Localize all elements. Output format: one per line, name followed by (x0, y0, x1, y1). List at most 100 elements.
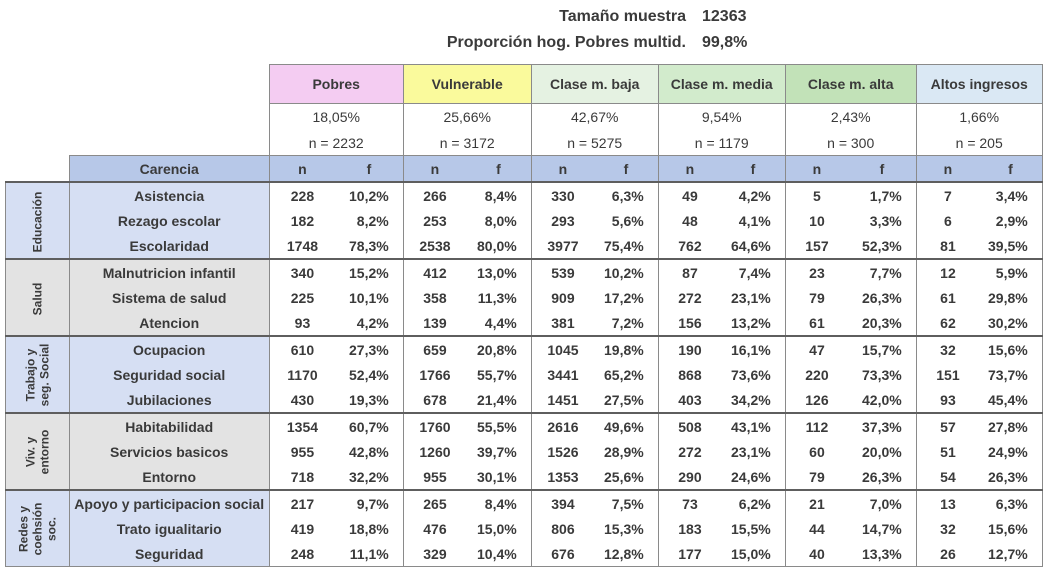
count-cell: 266 (402, 181, 467, 208)
deprivation-table: Pobres Vulnerable Clase m. baja Clase m. me… (5, 64, 1043, 567)
count-cell: 290 (657, 464, 722, 491)
sample-size-label: Tamaño muestra (559, 8, 686, 25)
count-cell: 182 (268, 208, 336, 233)
table-row: Trabajo y seg. Social Ocupacion 610 27,3% 65… (5, 335, 1043, 414)
frequency-cell: 6,3% (979, 489, 1043, 516)
count-cell: 1526 (530, 439, 595, 464)
group-n: n = 205 (915, 130, 1043, 156)
deprivation-label: Entorno (69, 464, 270, 491)
count-cell: 272 (657, 285, 722, 310)
frequency-cell: 17,2% (594, 285, 659, 310)
count-cell: 73 (657, 489, 722, 516)
frequency-cell: 10,4% (466, 541, 532, 567)
count-cell: 430 (268, 387, 336, 414)
section-name: Redes y coehsión soc. (16, 502, 59, 555)
table-row: Atencion 93 4,2% 139 4,4% 381 7,2% 156 13,2% 61 20… (6, 310, 1043, 337)
frequency-cell: 13,3% (848, 541, 917, 567)
blank-corner (5, 155, 70, 183)
f-header: f (721, 155, 786, 183)
count-cell: 762 (657, 233, 722, 260)
count-cell: 1353 (530, 464, 595, 491)
frequency-cell: 25,6% (594, 464, 659, 491)
frequency-cell: 55,5% (466, 412, 532, 439)
count-cell: 12 (915, 258, 980, 285)
f-header: f (335, 155, 404, 183)
frequency-cell: 8,2% (335, 208, 404, 233)
frequency-cell: 15,6% (979, 335, 1043, 362)
frequency-cell: 7,4% (721, 258, 786, 285)
count-cell: 51 (915, 439, 980, 464)
table-row: Viv. y entorno Habitabilidad 1354 60,7% 1760… (5, 412, 1043, 491)
section-name: Salud (30, 282, 45, 315)
deprivation-label: Jubilaciones (69, 387, 270, 414)
group-n: n = 1179 (657, 130, 786, 156)
count-cell: 1451 (530, 387, 595, 414)
frequency-cell: 16,1% (721, 335, 786, 362)
frequency-cell: 55,7% (466, 362, 532, 387)
frequency-cell: 6,2% (721, 489, 786, 516)
count-cell: 3441 (530, 362, 595, 387)
frequency-cell: 15,6% (979, 516, 1043, 541)
frequency-cell: 64,6% (721, 233, 786, 260)
count-cell: 32 (915, 335, 980, 362)
frequency-cell: 18,8% (335, 516, 404, 541)
count-cell: 13 (915, 489, 980, 516)
frequency-cell: 4,2% (721, 181, 786, 208)
frequency-cell: 30,1% (466, 464, 532, 491)
count-cell: 93 (268, 310, 336, 337)
f-header: f (848, 155, 917, 183)
section-name: Viv. y entorno (23, 429, 52, 474)
group-n: n = 2232 (268, 130, 404, 156)
count-cell: 156 (657, 310, 722, 337)
deprivation-label: Seguridad (69, 541, 270, 567)
frequency-cell: 14,7% (848, 516, 917, 541)
group-header: Clase m. alta (784, 64, 917, 104)
count-cell: 403 (657, 387, 722, 414)
frequency-cell: 37,3% (848, 412, 917, 439)
section-label: Viv. y entorno (5, 412, 70, 491)
group-header: Pobres (268, 64, 404, 104)
frequency-cell: 78,3% (335, 233, 404, 260)
frequency-cell: 11,3% (466, 285, 532, 310)
count-cell: 1766 (402, 362, 467, 387)
frequency-cell: 32,2% (335, 464, 404, 491)
n-header: n (657, 155, 722, 183)
count-cell: 955 (268, 439, 336, 464)
frequency-cell: 15,0% (466, 516, 532, 541)
count-cell: 61 (915, 285, 980, 310)
frequency-cell: 15,3% (594, 516, 659, 541)
deprivation-label: Apoyo y participacion social (69, 489, 270, 516)
count-cell: 112 (784, 412, 849, 439)
count-cell: 1045 (530, 335, 595, 362)
group-pct: 9,54% (657, 103, 786, 130)
section-name: Trabajo y seg. Social (23, 343, 52, 406)
table-row: Educación Asistencia 228 10,2% 266 8,4% 330 6,3… (5, 181, 1043, 260)
frequency-cell: 15,5% (721, 516, 786, 541)
frequency-cell: 5,6% (594, 208, 659, 233)
group-header: Vulnerable (402, 64, 532, 104)
count-cell: 676 (530, 541, 595, 567)
frequency-cell: 80,0% (466, 233, 532, 260)
n-header: n (402, 155, 467, 183)
count-cell: 340 (268, 258, 336, 285)
frequency-cell: 11,1% (335, 541, 404, 567)
group-pct: 18,05% (268, 103, 404, 130)
count-cell: 44 (784, 516, 849, 541)
frequency-cell: 4,1% (721, 208, 786, 233)
frequency-cell: 30,2% (979, 310, 1043, 337)
frequency-cell: 15,7% (848, 335, 917, 362)
count-cell: 293 (530, 208, 595, 233)
frequency-cell: 39,7% (466, 439, 532, 464)
count-cell: 183 (657, 516, 722, 541)
count-cell: 1260 (402, 439, 467, 464)
count-cell: 1760 (402, 412, 467, 439)
count-cell: 79 (784, 464, 849, 491)
frequency-cell: 10,2% (594, 258, 659, 285)
table-row: Sistema de salud 225 10,1% 358 11,3% 909 17,2%… (6, 285, 1043, 310)
table-row: Salud Malnutricion infantil 340 15,2% 412 13,… (5, 258, 1043, 337)
count-cell: 248 (268, 541, 336, 567)
group-pct: 1,66% (915, 103, 1043, 130)
section-label: Trabajo y seg. Social (5, 335, 70, 414)
n-header: n (784, 155, 849, 183)
frequency-cell: 20,0% (848, 439, 917, 464)
